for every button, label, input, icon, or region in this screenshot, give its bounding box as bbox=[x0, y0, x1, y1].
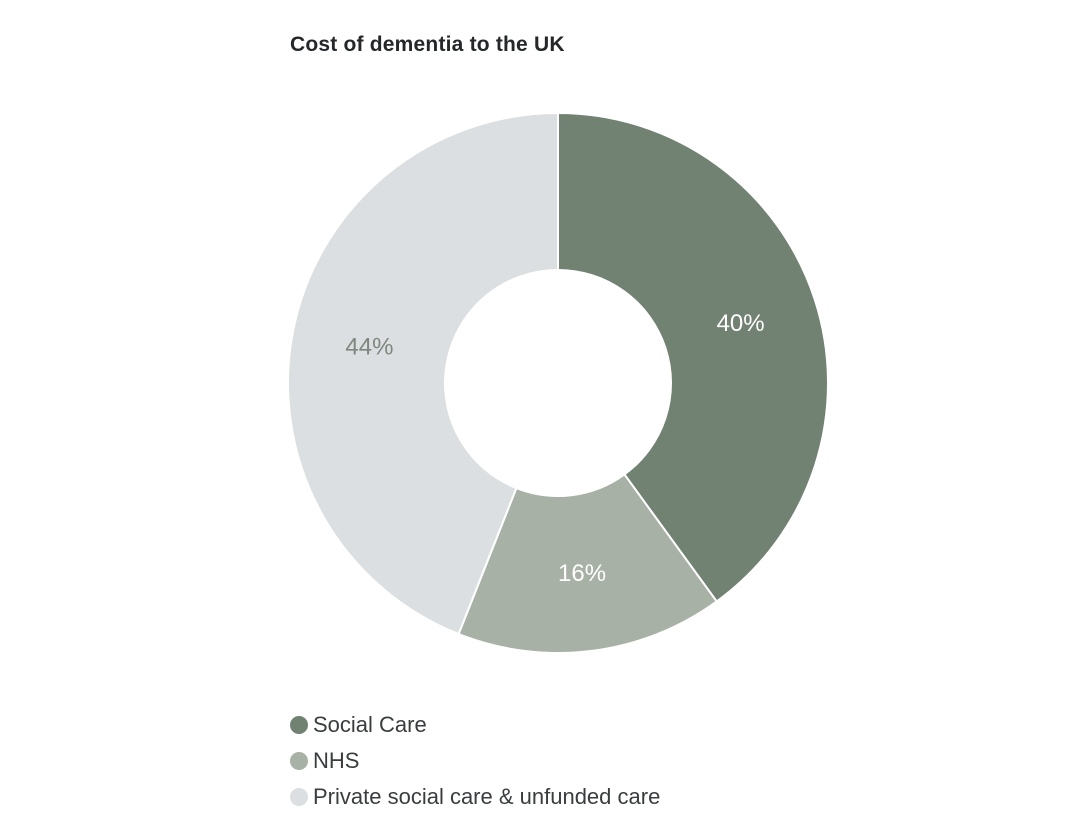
legend-label-social-care: Social Care bbox=[313, 712, 427, 737]
slice-labels: 40% 16% 44% bbox=[345, 310, 764, 587]
slice-label-social-care: 40% bbox=[717, 310, 765, 337]
donut-chart: 40% 16% 44% bbox=[287, 111, 829, 654]
legend-swatch-nhs bbox=[290, 752, 308, 770]
slice-label-private-care: 44% bbox=[345, 334, 393, 361]
slice-label-nhs: 16% bbox=[558, 560, 606, 587]
legend-item-social-care: Social Care bbox=[290, 707, 660, 743]
legend-swatch-social-care bbox=[290, 716, 308, 734]
chart-legend: Social Care NHS Private social care & un… bbox=[290, 707, 660, 815]
donut-slice-nhs bbox=[457, 473, 719, 654]
donut-slice-private-care bbox=[287, 111, 559, 636]
legend-label-nhs: NHS bbox=[313, 748, 360, 773]
donut-slices bbox=[287, 111, 829, 654]
donut-slice-social-care bbox=[557, 111, 829, 603]
legend-item-private-care: Private social care & unfunded care bbox=[290, 779, 660, 815]
legend-swatch-private-care bbox=[290, 788, 308, 806]
legend-label-private-care: Private social care & unfunded care bbox=[313, 784, 661, 809]
chart-title: Cost of dementia to the UK bbox=[290, 33, 565, 56]
legend-item-nhs: NHS bbox=[290, 743, 660, 779]
